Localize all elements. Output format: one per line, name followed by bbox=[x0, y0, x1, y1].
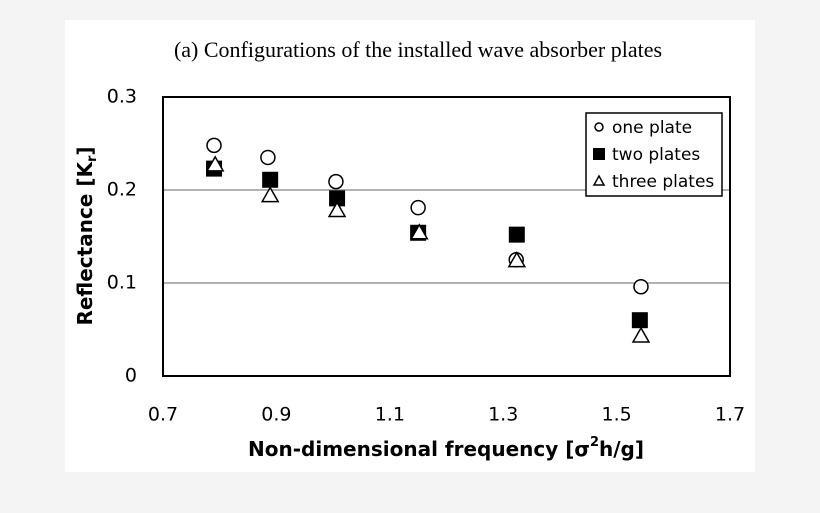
legend-marker bbox=[593, 148, 605, 160]
y-label-text: Reflectance [K bbox=[73, 161, 97, 326]
circle-marker bbox=[260, 149, 276, 166]
x-tick-label: 1.1 bbox=[375, 404, 405, 426]
y-tick-label: 0.2 bbox=[107, 179, 137, 201]
legend-label: one plate bbox=[612, 118, 692, 138]
square-marker bbox=[329, 190, 346, 207]
circle-marker bbox=[206, 137, 222, 154]
x-tick-label: 1.7 bbox=[715, 404, 745, 426]
y-label-sub: r bbox=[85, 155, 100, 162]
legend-box bbox=[585, 112, 723, 197]
legend-marker bbox=[594, 122, 604, 132]
chart-title: (a) Configurations of the installed wave… bbox=[174, 37, 662, 62]
x-tick-label: 0.7 bbox=[148, 404, 178, 426]
x-tick-label: 1.5 bbox=[601, 404, 631, 426]
triangle-marker bbox=[507, 251, 527, 268]
triangle-marker bbox=[205, 155, 225, 172]
circle-marker bbox=[328, 173, 344, 190]
x-label-sup: 2 bbox=[590, 435, 599, 450]
square-marker bbox=[631, 312, 648, 329]
triangle-marker bbox=[631, 326, 651, 343]
x-tick-label: 0.9 bbox=[261, 404, 291, 426]
chart-background bbox=[65, 20, 755, 472]
legend-marker bbox=[592, 174, 606, 186]
triangle-marker bbox=[327, 200, 347, 218]
legend-label: three plates bbox=[612, 172, 714, 192]
square-marker bbox=[262, 171, 279, 188]
square-marker bbox=[508, 226, 525, 243]
triangle-marker bbox=[260, 186, 280, 203]
triangle-marker bbox=[409, 223, 429, 240]
x-label-text: Non-dimensional frequency [σ bbox=[248, 437, 590, 461]
circle-marker bbox=[410, 199, 426, 216]
legend-label: two plates bbox=[612, 145, 700, 165]
y-tick-label: 0 bbox=[125, 365, 137, 387]
plot-area: 0 0.1 0.2 0.3 0.7 0.9 1.1 1.3 1.5 1.7 one plate two… bbox=[107, 86, 745, 426]
plot-frame bbox=[162, 96, 731, 377]
x-label-end: h/g] bbox=[599, 437, 644, 461]
y-axis-label: Reflectance [Kr] bbox=[73, 146, 100, 325]
y-label-end: ] bbox=[73, 146, 97, 155]
circle-marker bbox=[633, 278, 649, 295]
y-tick-label: 0.1 bbox=[107, 272, 137, 294]
y-tick-label: 0.3 bbox=[107, 86, 137, 108]
x-tick-label: 1.3 bbox=[488, 404, 518, 426]
x-axis-label: Non-dimensional frequency [σ2h/g] bbox=[248, 435, 644, 461]
